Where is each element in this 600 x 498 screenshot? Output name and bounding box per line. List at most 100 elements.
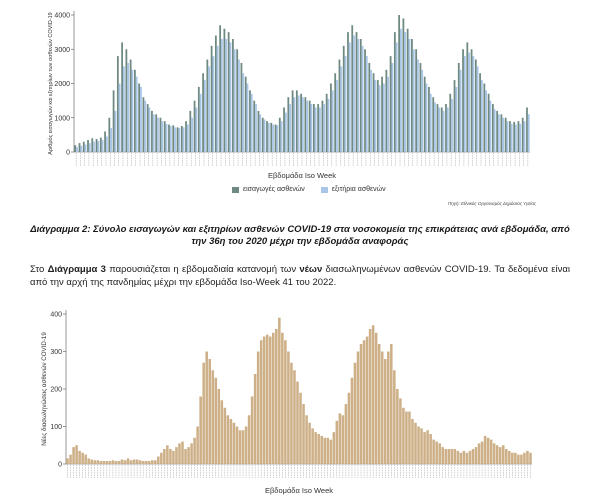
- admissions-bar: [219, 25, 222, 152]
- admissions-bar: [385, 69, 388, 152]
- intubations-bar: [356, 351, 360, 464]
- discharges-bar: [246, 83, 249, 152]
- intubations-bar: [75, 445, 78, 464]
- discharges-bar: [468, 52, 470, 152]
- intubations-bar: [157, 456, 160, 464]
- chart2-y-tick-label: 200: [50, 387, 62, 394]
- discharges-bar: [293, 97, 296, 152]
- discharges-bar: [199, 93, 202, 152]
- discharges-bar: [250, 93, 253, 152]
- new-intubations-chart: 0 100 200 300 400 Νέες διασωληνώσεις ασθενών …: [41, 310, 532, 495]
- intubations-bar: [350, 377, 354, 464]
- admissions-bar: [121, 42, 124, 152]
- discharges-bar: [527, 114, 530, 152]
- intubations-bar: [241, 430, 245, 464]
- discharges-bar: [442, 110, 445, 152]
- admissions-bar: [291, 90, 294, 152]
- admissions-bar: [398, 15, 401, 152]
- intubations-bar: [229, 419, 233, 464]
- discharges-bar: [489, 100, 492, 152]
- admissions-bar: [423, 76, 426, 152]
- discharges-bar: [523, 121, 526, 152]
- admissions-bar: [244, 76, 247, 152]
- discharges-bar: [395, 42, 398, 152]
- paragraph-text-3: διασωληνωμένων ασθενών COVID-19. Τα δεδο…: [30, 264, 570, 288]
- intubations-bar: [311, 428, 314, 464]
- admissions-bar: [491, 104, 494, 152]
- intubations-bar: [196, 426, 199, 464]
- intubations-bar: [341, 415, 345, 464]
- discharges-bar: [284, 112, 287, 152]
- intubations-bar: [287, 351, 290, 464]
- discharges-bar: [76, 146, 78, 152]
- intubations-bar: [423, 432, 426, 464]
- chart1-y-label: Αριθμός εισαγωγών και εξιτηρίων των ασθε…: [47, 12, 54, 154]
- discharges-bar: [476, 66, 479, 152]
- admissions-bar: [338, 59, 341, 152]
- intubations-bar: [256, 351, 260, 464]
- intubations-bar: [105, 461, 109, 464]
- admissions-bar: [125, 49, 128, 152]
- intubations-bar: [226, 415, 230, 464]
- discharges-bar: [400, 28, 402, 153]
- admissions-bar: [440, 107, 443, 152]
- discharges-bar: [157, 117, 159, 152]
- discharges-bar: [208, 66, 211, 152]
- intubations-bar: [135, 459, 139, 464]
- intubations-bar: [335, 420, 339, 464]
- chart1-legend: εισαγωγές ασθενών εξιτήρια ασθενών: [232, 186, 386, 193]
- discharges-bar: [280, 121, 283, 152]
- intubations-bar: [259, 340, 263, 464]
- admissions-bar: [155, 114, 158, 152]
- discharges-bar: [165, 123, 168, 152]
- admissions-bar: [261, 117, 264, 152]
- discharges-bar: [485, 90, 488, 152]
- intubations-bar: [332, 432, 336, 464]
- discharges-bar: [391, 62, 394, 153]
- intubations-bar: [477, 443, 481, 464]
- intubations-bar: [380, 351, 384, 464]
- intubations-bar: [114, 461, 118, 464]
- discharges-bar: [455, 86, 458, 152]
- admissions-bar: [210, 45, 213, 153]
- discharges-bar: [378, 85, 381, 152]
- intubations-bar: [84, 454, 87, 464]
- paragraph-text-1: Στο: [30, 264, 48, 275]
- intubations-bar: [471, 449, 475, 464]
- intubations-bar: [278, 317, 281, 464]
- intubations-bar: [90, 459, 93, 464]
- intubations-bar: [429, 434, 432, 464]
- intubations-bar: [138, 460, 142, 464]
- intubations-bar: [371, 325, 375, 464]
- intubations-bar: [501, 445, 505, 464]
- admissions-bar: [151, 110, 153, 152]
- intubations-bar: [308, 422, 311, 464]
- admissions-bar: [168, 124, 170, 152]
- intubations-bar: [184, 449, 187, 464]
- discharges-bar: [327, 98, 330, 152]
- admissions-bar: [355, 32, 358, 152]
- admissions-bar: [393, 32, 396, 152]
- intubations-bar: [435, 441, 438, 464]
- admissions-bar: [487, 93, 490, 152]
- intubations-bar: [368, 329, 372, 464]
- intubations-bar: [111, 460, 115, 464]
- intubations-bar: [405, 411, 408, 464]
- paragraph-bold-new: νέων: [299, 264, 323, 275]
- intubations-bar: [483, 435, 487, 464]
- admissions-bar: [163, 121, 166, 152]
- admissions-bar: [112, 90, 115, 152]
- intubations-bar: [305, 415, 308, 464]
- discharges-bar: [263, 119, 266, 152]
- admissions-bar: [436, 104, 439, 152]
- intubations-bar: [365, 336, 369, 464]
- intubations-bar: [299, 392, 302, 464]
- intubations-bar: [117, 461, 121, 464]
- admissions-bar: [445, 104, 447, 152]
- intubations-bar: [126, 458, 130, 464]
- discharges-bar: [225, 38, 228, 152]
- discharges-bar: [515, 124, 517, 152]
- intubations-bar: [223, 407, 227, 464]
- intubations-bar: [450, 449, 454, 464]
- paragraph-bold-diagram-ref: Διάγραμμα 3: [47, 264, 106, 275]
